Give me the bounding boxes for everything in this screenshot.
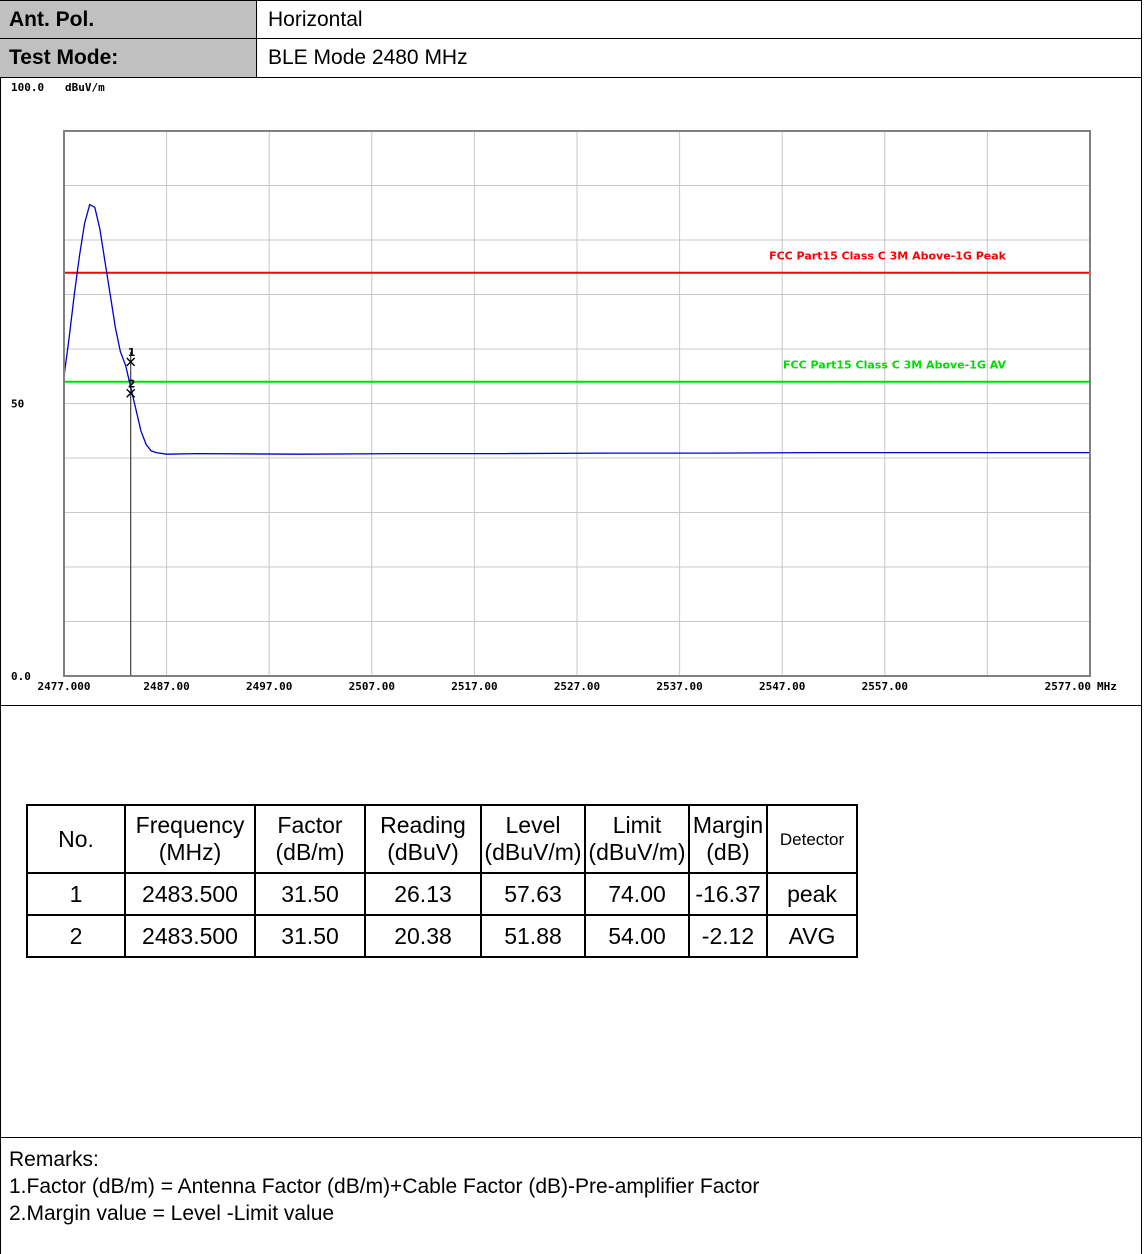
table-row: 2 2483.500 31.50 20.38 51.88 54.00 -2.12 AVG: [26, 914, 858, 958]
results-table: No. Frequency (MHz) Factor (dB/m) Reading (dBu…: [26, 804, 858, 958]
table-cell: 1: [26, 872, 126, 916]
table-cell: 2483.500: [124, 872, 256, 916]
x-tick-label: 2547.00: [759, 680, 805, 693]
remarks-title: Remarks:: [9, 1148, 99, 1171]
results-body: 1 2483.500 31.50 26.13 57.63 74.00 -16.37 peak 2…: [26, 872, 858, 958]
header-text: (dBuV): [387, 839, 459, 865]
limit-line-label: FCC Part15 Class C 3M Above-1G Peak: [769, 250, 1007, 263]
header-cell: No.: [26, 804, 126, 874]
x-tick-label: 2527.00: [554, 680, 600, 693]
test-mode-value: BLE Mode 2480 MHz: [268, 46, 468, 69]
chart-divider: [0, 705, 1142, 706]
y-tick-label: 50: [11, 398, 24, 411]
header-text: (dBuV/m): [588, 839, 686, 865]
table-cell: 31.50: [254, 872, 366, 916]
ant-pol-label: Ant. Pol.: [0, 1, 257, 39]
x-tick-label: 2497.00: [246, 680, 292, 693]
header-text: Limit: [612, 812, 662, 838]
remarks-block: Remarks: 1.Factor (dB/m) = Antenna Facto…: [9, 1146, 759, 1227]
table-cell: 31.50: [254, 914, 366, 958]
header-divider: [0, 77, 1142, 78]
test-mode-label: Test Mode:: [0, 39, 257, 77]
marker-label: 2: [128, 377, 136, 390]
table-cell: 51.88: [480, 914, 586, 958]
remarks-divider: [0, 1137, 1142, 1138]
series-line: [63, 203, 1090, 455]
table-cell: 26.13: [364, 872, 482, 916]
y-tick-label: 100.0: [11, 81, 44, 94]
table-cell: 2483.500: [124, 914, 256, 958]
x-tick-label: 2477.000: [38, 680, 91, 693]
y-axis-unit: dBuV/m: [65, 81, 105, 94]
header-text: Frequency: [135, 812, 245, 838]
header-text: (MHz): [158, 839, 222, 865]
ant-pol-value: Horizontal: [268, 8, 363, 31]
plot-border: [63, 130, 1091, 677]
remarks-line-1: 1.Factor (dB/m) = Antenna Factor (dB/m)+…: [9, 1175, 760, 1198]
header-text: Margin: [692, 812, 764, 838]
header-cell: Reading (dBuV): [364, 804, 482, 874]
header-text: Reading: [380, 812, 466, 838]
spectrum-chart: FCC Part15 Class C 3M Above-1G Peak FCC P…: [11, 81, 1117, 693]
x-tick-label: 2487.00: [143, 680, 189, 693]
remarks-line-2: 2.Margin value = Level -Limit value: [9, 1202, 335, 1225]
x-tick-label: 2517.00: [451, 680, 497, 693]
table-cell: 74.00: [584, 872, 690, 916]
header-cell: Frequency (MHz): [124, 804, 256, 874]
marker-label: 1: [128, 346, 136, 359]
marker-cross: [126, 357, 136, 367]
header-cell: Factor (dB/m): [254, 804, 366, 874]
table-cell: 20.38: [364, 914, 482, 958]
header-text: (dBuV/m): [484, 839, 582, 865]
ant-pol-row: Ant. Pol. Horizontal: [0, 0, 1142, 39]
results-header-row: No. Frequency (MHz) Factor (dB/m) Reading (dBu…: [26, 804, 858, 874]
header-text: (dB): [706, 839, 750, 865]
table-cell: 2: [26, 914, 126, 958]
table-cell: -16.37: [688, 872, 768, 916]
header-text: Level: [505, 812, 561, 838]
header-cell: Limit (dBuV/m): [584, 804, 690, 874]
table-row: 1 2483.500 31.50 26.13 57.63 74.00 -16.37 peak: [26, 872, 858, 916]
table-cell: AVG: [766, 914, 858, 958]
header-text: Detector: [779, 829, 845, 849]
x-tick-label: 2557.00: [862, 680, 908, 693]
header-text: No.: [58, 825, 94, 852]
header-text: (dB/m): [275, 839, 345, 865]
test-mode-row: Test Mode: BLE Mode 2480 MHz: [0, 38, 1142, 77]
limit-line-label: FCC Part15 Class C 3M Above-1G AV: [783, 359, 1006, 372]
table-cell: 57.63: [480, 872, 586, 916]
table-cell: -2.12: [688, 914, 768, 958]
x-tick-label: 2507.00: [349, 680, 395, 693]
header-text: Factor: [277, 812, 343, 838]
table-cell: peak: [766, 872, 858, 916]
header-cell: Level (dBuV/m): [480, 804, 586, 874]
y-tick-label: 0.0: [11, 670, 31, 683]
marker-cross: [126, 388, 136, 398]
x-tick-label: 2577.00: [1045, 680, 1091, 693]
header-cell: Detector: [766, 804, 858, 874]
table-cell: 54.00: [584, 914, 690, 958]
header-cell: Margin (dB): [688, 804, 768, 874]
x-axis-unit: MHz: [1097, 680, 1117, 693]
x-tick-label: 2537.00: [656, 680, 702, 693]
